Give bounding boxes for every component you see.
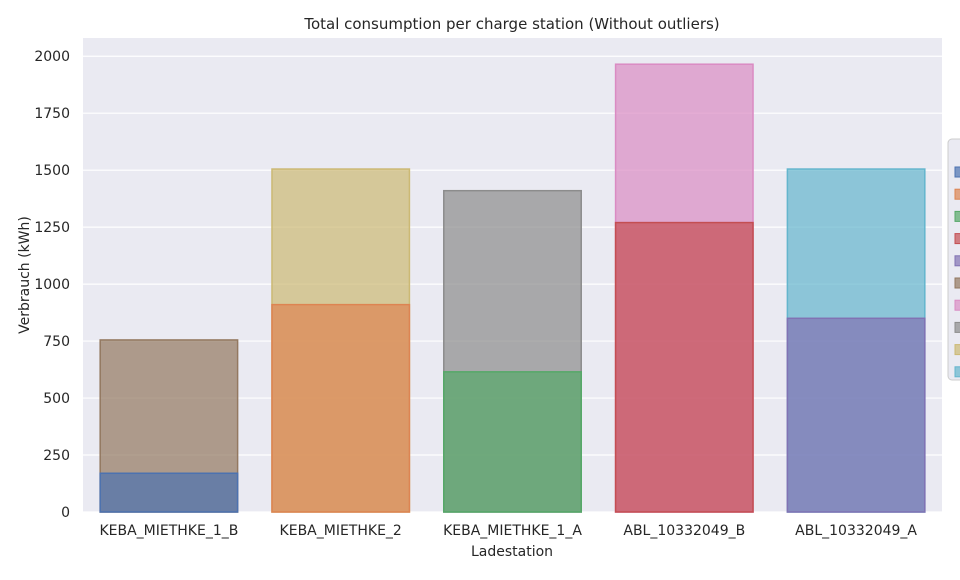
legend-swatch: [954, 233, 960, 245]
y-tick-labels: 0 250 500 750 1000 1250 1500 1750 2000: [34, 49, 70, 521]
y-tick-label: 1500: [34, 163, 70, 179]
y-tick-label: 500: [43, 391, 70, 407]
y-tick-label: 1000: [34, 277, 70, 293]
x-tick-label: ABL_10332049_A: [795, 523, 917, 539]
front-bars: [99, 221, 926, 513]
y-tick-label: 250: [43, 448, 70, 464]
legend-swatch: [954, 188, 960, 200]
bar: [271, 303, 411, 513]
bar: [443, 371, 582, 513]
chart-title: Total consumption per charge station (Wi…: [303, 15, 719, 33]
y-tick-label: 0: [61, 505, 70, 521]
legend-swatch: [954, 166, 960, 178]
legend: [947, 138, 960, 381]
legend-swatch: [954, 321, 960, 333]
x-tick-label: KEBA_MIETHKE_1_A: [443, 523, 582, 539]
legend-swatch: [954, 344, 960, 356]
legend-swatch: [954, 277, 960, 289]
legend-swatch: [954, 299, 960, 311]
y-tick-label: 1250: [34, 220, 70, 236]
bar: [786, 317, 926, 513]
x-axis-label: Ladestation: [471, 544, 553, 560]
bar: [614, 221, 754, 513]
y-tick-label: 1750: [34, 106, 70, 122]
y-tick-label: 2000: [34, 49, 70, 65]
x-tick-label: ABL_10332049_B: [623, 523, 745, 539]
x-tick-label: KEBA_MIETHKE_1_B: [99, 523, 238, 539]
y-axis-label: Verbrauch (kWh): [17, 216, 33, 334]
x-tick-label: KEBA_MIETHKE_2: [280, 523, 402, 539]
legend-swatch: [954, 255, 960, 267]
x-tick-labels: KEBA_MIETHKE_1_B KEBA_MIETHKE_2 KEBA_MIETH…: [99, 523, 917, 539]
y-tick-label: 750: [43, 334, 70, 350]
legend-swatch: [954, 366, 960, 378]
legend-swatch: [954, 210, 960, 222]
bar: [99, 472, 239, 513]
